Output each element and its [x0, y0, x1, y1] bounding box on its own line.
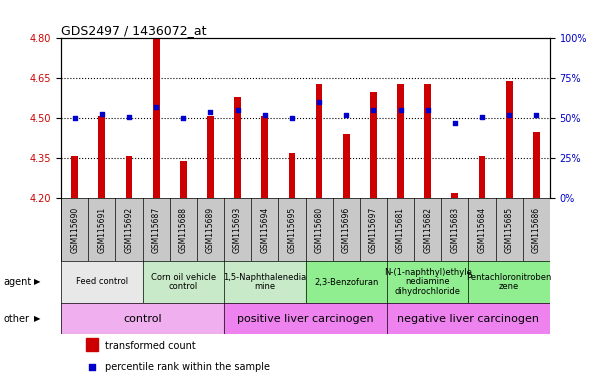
- Text: GSM115681: GSM115681: [396, 207, 405, 253]
- Text: Corn oil vehicle
control: Corn oil vehicle control: [151, 273, 216, 291]
- Point: [532, 112, 541, 118]
- Text: agent: agent: [3, 277, 31, 287]
- Point: [260, 112, 269, 118]
- Point: [152, 104, 161, 110]
- Bar: [469, 261, 550, 303]
- Bar: [207, 116, 214, 199]
- Text: GSM115691: GSM115691: [97, 207, 106, 253]
- Point: [233, 108, 243, 114]
- Bar: [424, 84, 431, 199]
- Bar: [98, 116, 105, 199]
- Text: negative liver carcinogen: negative liver carcinogen: [397, 314, 540, 324]
- Point: [477, 114, 487, 120]
- Point: [70, 115, 79, 121]
- Text: GSM115682: GSM115682: [423, 207, 432, 253]
- Text: GSM115686: GSM115686: [532, 207, 541, 253]
- Text: ▶: ▶: [34, 314, 40, 323]
- Text: GSM115694: GSM115694: [260, 207, 269, 253]
- Text: GSM115695: GSM115695: [287, 207, 296, 253]
- Text: 2,3-Benzofuran: 2,3-Benzofuran: [314, 278, 378, 286]
- Text: other: other: [3, 314, 29, 324]
- Text: ▶: ▶: [34, 278, 40, 286]
- Point: [368, 108, 378, 114]
- Point: [97, 111, 107, 117]
- Bar: [126, 156, 133, 199]
- Bar: [61, 303, 224, 334]
- Bar: [478, 156, 485, 199]
- Point: [205, 109, 215, 115]
- Text: GSM115690: GSM115690: [70, 207, 79, 253]
- Bar: [387, 303, 550, 334]
- Text: GSM115692: GSM115692: [125, 207, 133, 253]
- Text: GSM115680: GSM115680: [315, 207, 324, 253]
- Bar: [387, 261, 469, 303]
- Text: GSM115697: GSM115697: [369, 207, 378, 253]
- Point: [287, 115, 297, 121]
- Point: [579, 298, 588, 304]
- Point: [396, 108, 406, 114]
- Bar: [397, 84, 404, 199]
- Point: [423, 108, 433, 114]
- Point: [450, 120, 459, 126]
- Bar: [343, 134, 349, 199]
- Bar: [288, 153, 295, 199]
- Bar: [533, 132, 540, 199]
- Bar: [224, 303, 387, 334]
- Bar: [153, 38, 159, 199]
- Point: [504, 112, 514, 118]
- Bar: [262, 116, 268, 199]
- Text: GSM115687: GSM115687: [152, 207, 161, 253]
- Bar: [142, 261, 224, 303]
- Text: GSM115688: GSM115688: [179, 207, 188, 253]
- Bar: [316, 84, 323, 199]
- Text: GSM115689: GSM115689: [206, 207, 215, 253]
- Text: control: control: [123, 314, 162, 324]
- Bar: [71, 156, 78, 199]
- Point: [314, 99, 324, 106]
- Text: GSM115683: GSM115683: [450, 207, 459, 253]
- Text: GSM115685: GSM115685: [505, 207, 514, 253]
- Text: 1,5-Naphthalenedia
mine: 1,5-Naphthalenedia mine: [223, 273, 306, 291]
- Text: GSM115693: GSM115693: [233, 207, 242, 253]
- Bar: [370, 92, 377, 199]
- Bar: [224, 261, 306, 303]
- Text: N-(1-naphthyl)ethyle
nediamine
dihydrochloride: N-(1-naphthyl)ethyle nediamine dihydroch…: [384, 268, 472, 296]
- Text: positive liver carcinogen: positive liver carcinogen: [237, 314, 374, 324]
- Bar: [452, 193, 458, 199]
- Bar: [234, 97, 241, 199]
- Point: [178, 115, 188, 121]
- Text: GSM115696: GSM115696: [342, 207, 351, 253]
- Bar: [180, 161, 187, 199]
- Point: [124, 114, 134, 120]
- Text: GSM115684: GSM115684: [478, 207, 486, 253]
- Text: Pentachloronitroben
zene: Pentachloronitroben zene: [466, 273, 552, 291]
- Text: transformed count: transformed count: [105, 341, 196, 351]
- Bar: [506, 81, 513, 199]
- Text: percentile rank within the sample: percentile rank within the sample: [105, 362, 270, 372]
- Text: GDS2497 / 1436072_at: GDS2497 / 1436072_at: [61, 24, 207, 37]
- Point: [342, 112, 351, 118]
- Bar: [61, 261, 142, 303]
- Bar: [306, 261, 387, 303]
- Text: Feed control: Feed control: [76, 278, 128, 286]
- Bar: [86, 338, 98, 351]
